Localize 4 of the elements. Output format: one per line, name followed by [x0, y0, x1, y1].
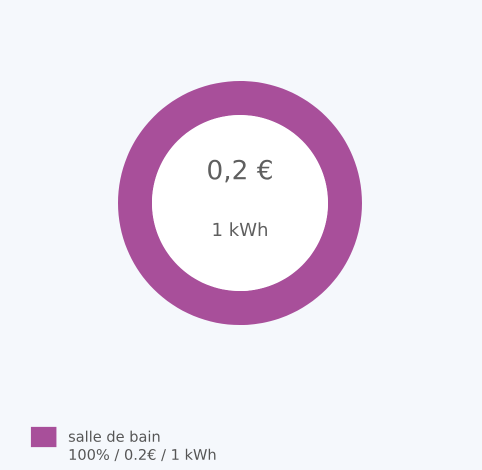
text: 0,2 €: [208, 160, 272, 182]
text: 1 kWh: [213, 222, 267, 236]
legend-label: salle de bain: [68, 430, 160, 442]
data-label: 100% / 0.2€ / 1 kWh: [70, 448, 216, 462]
